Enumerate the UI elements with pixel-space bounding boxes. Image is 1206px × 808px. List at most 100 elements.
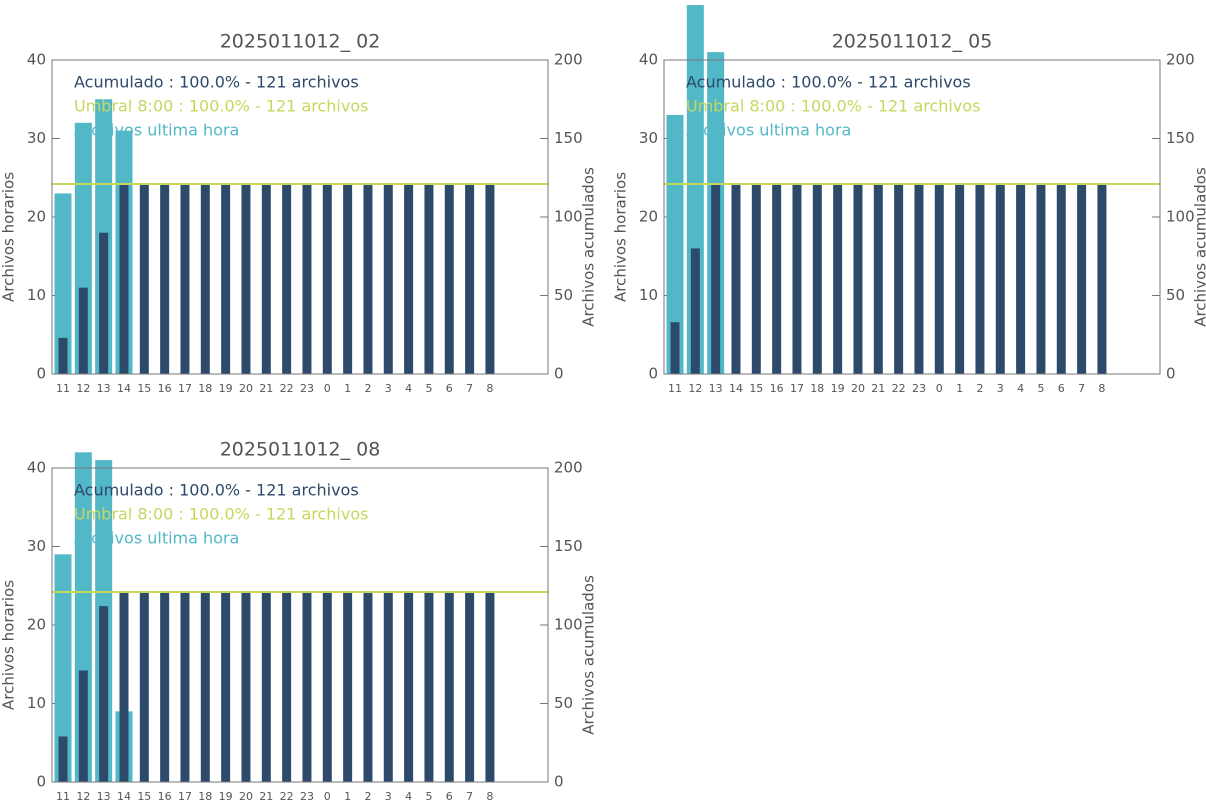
- x-tick-label: 21: [871, 382, 885, 395]
- x-tick-label: 22: [280, 382, 294, 395]
- x-tick-label: 18: [198, 790, 212, 803]
- chart: 2025011012_ 02010203040050100150200Archi…: [0, 31, 598, 396]
- x-tick-label: 0: [936, 382, 943, 395]
- accumulated-bar: [424, 184, 433, 374]
- legend-entry: Archivos ultima hora: [74, 529, 239, 548]
- x-tick-label: 1: [956, 382, 963, 395]
- y2-tick-label: 100: [1166, 208, 1195, 226]
- x-tick-label: 19: [219, 790, 233, 803]
- x-tick-label: 0: [324, 382, 331, 395]
- x-tick-label: 3: [385, 382, 392, 395]
- accumulated-bar: [404, 592, 413, 782]
- x-tick-label: 14: [729, 382, 743, 395]
- legend-entry: Umbral 8:00 : 100.0% - 121 archivos: [74, 97, 368, 116]
- x-tick-label: 12: [76, 382, 90, 395]
- accumulated-bar: [119, 184, 128, 374]
- accumulated-bar: [691, 248, 700, 374]
- accumulated-bar: [384, 592, 393, 782]
- x-tick-label: 14: [117, 790, 131, 803]
- x-tick-label: 7: [1078, 382, 1085, 395]
- x-tick-label: 3: [385, 790, 392, 803]
- accumulated-bar: [262, 592, 271, 782]
- x-tick-label: 18: [810, 382, 824, 395]
- accumulated-bar: [323, 592, 332, 782]
- y-tick-label: 20: [639, 208, 658, 226]
- x-tick-label: 12: [76, 790, 90, 803]
- y-tick-label: 0: [36, 365, 46, 383]
- x-tick-label: 15: [137, 382, 151, 395]
- y-tick-label: 30: [27, 129, 46, 147]
- accumulated-bar: [1097, 184, 1106, 374]
- accumulated-bar: [323, 184, 332, 374]
- x-tick-label: 15: [137, 790, 151, 803]
- accumulated-bar: [975, 184, 984, 374]
- y-tick-label: 10: [27, 286, 46, 304]
- y-axis-label: Archivos horarios: [0, 172, 18, 302]
- x-tick-label: 19: [831, 382, 845, 395]
- x-tick-label: 5: [425, 790, 432, 803]
- x-tick-label: 23: [300, 382, 314, 395]
- y-axis-label: Archivos horarios: [0, 580, 18, 710]
- accumulated-bar: [282, 184, 291, 374]
- x-tick-label: 16: [770, 382, 784, 395]
- y2-tick-label: 0: [1166, 365, 1176, 383]
- x-tick-label: 2: [364, 790, 371, 803]
- accumulated-bar: [671, 322, 680, 374]
- x-tick-label: 23: [300, 790, 314, 803]
- x-tick-label: 21: [259, 382, 273, 395]
- accumulated-bar: [1036, 184, 1045, 374]
- accumulated-bar: [792, 184, 801, 374]
- accumulated-bar: [465, 592, 474, 782]
- x-tick-label: 8: [486, 790, 493, 803]
- accumulated-bar: [833, 184, 842, 374]
- y2-tick-label: 150: [554, 129, 583, 147]
- x-tick-label: 7: [466, 382, 473, 395]
- y2-tick-label: 0: [554, 365, 564, 383]
- y2-tick-label: 0: [554, 773, 564, 791]
- accumulated-bar: [59, 736, 68, 782]
- y2-tick-label: 150: [1166, 129, 1195, 147]
- accumulated-bar: [302, 592, 311, 782]
- legend-entry: Acumulado : 100.0% - 121 archivos: [74, 481, 359, 500]
- x-tick-label: 3: [997, 382, 1004, 395]
- y2-axis-label: Archivos acumulados: [1192, 167, 1206, 327]
- legend-entry: Acumulado : 100.0% - 121 archivos: [686, 73, 971, 92]
- y-tick-label: 30: [27, 537, 46, 555]
- accumulated-bar: [996, 184, 1005, 374]
- accumulated-bar: [140, 184, 149, 374]
- accumulated-bar: [752, 184, 761, 374]
- x-tick-label: 6: [446, 382, 453, 395]
- accumulated-bar: [59, 338, 68, 374]
- y-tick-label: 20: [27, 208, 46, 226]
- accumulated-bar: [180, 184, 189, 374]
- x-tick-label: 4: [405, 790, 412, 803]
- accumulated-bar: [262, 184, 271, 374]
- x-tick-label: 8: [486, 382, 493, 395]
- x-tick-label: 2: [976, 382, 983, 395]
- accumulated-bar: [445, 184, 454, 374]
- accumulated-bar: [1057, 184, 1066, 374]
- x-tick-label: 18: [198, 382, 212, 395]
- accumulated-bar: [140, 592, 149, 782]
- x-tick-label: 13: [97, 382, 111, 395]
- accumulated-bar: [813, 184, 822, 374]
- x-tick-label: 21: [259, 790, 273, 803]
- accumulated-bar: [79, 671, 88, 782]
- x-tick-label: 19: [219, 382, 233, 395]
- x-tick-label: 8: [1098, 382, 1105, 395]
- accumulated-bar: [201, 592, 210, 782]
- accumulated-bar: [201, 184, 210, 374]
- x-tick-label: 22: [892, 382, 906, 395]
- accumulated-bar: [772, 184, 781, 374]
- accumulated-bar: [79, 288, 88, 374]
- accumulated-bar: [853, 184, 862, 374]
- accumulated-bar: [955, 184, 964, 374]
- x-tick-label: 1: [344, 382, 351, 395]
- x-tick-label: 15: [749, 382, 763, 395]
- accumulated-bar: [99, 606, 108, 782]
- legend-entry: Archivos ultima hora: [686, 121, 851, 140]
- accumulated-bar: [1016, 184, 1025, 374]
- accumulated-bar: [119, 592, 128, 782]
- x-tick-label: 11: [56, 790, 70, 803]
- chart-title: 2025011012_ 05: [832, 31, 993, 53]
